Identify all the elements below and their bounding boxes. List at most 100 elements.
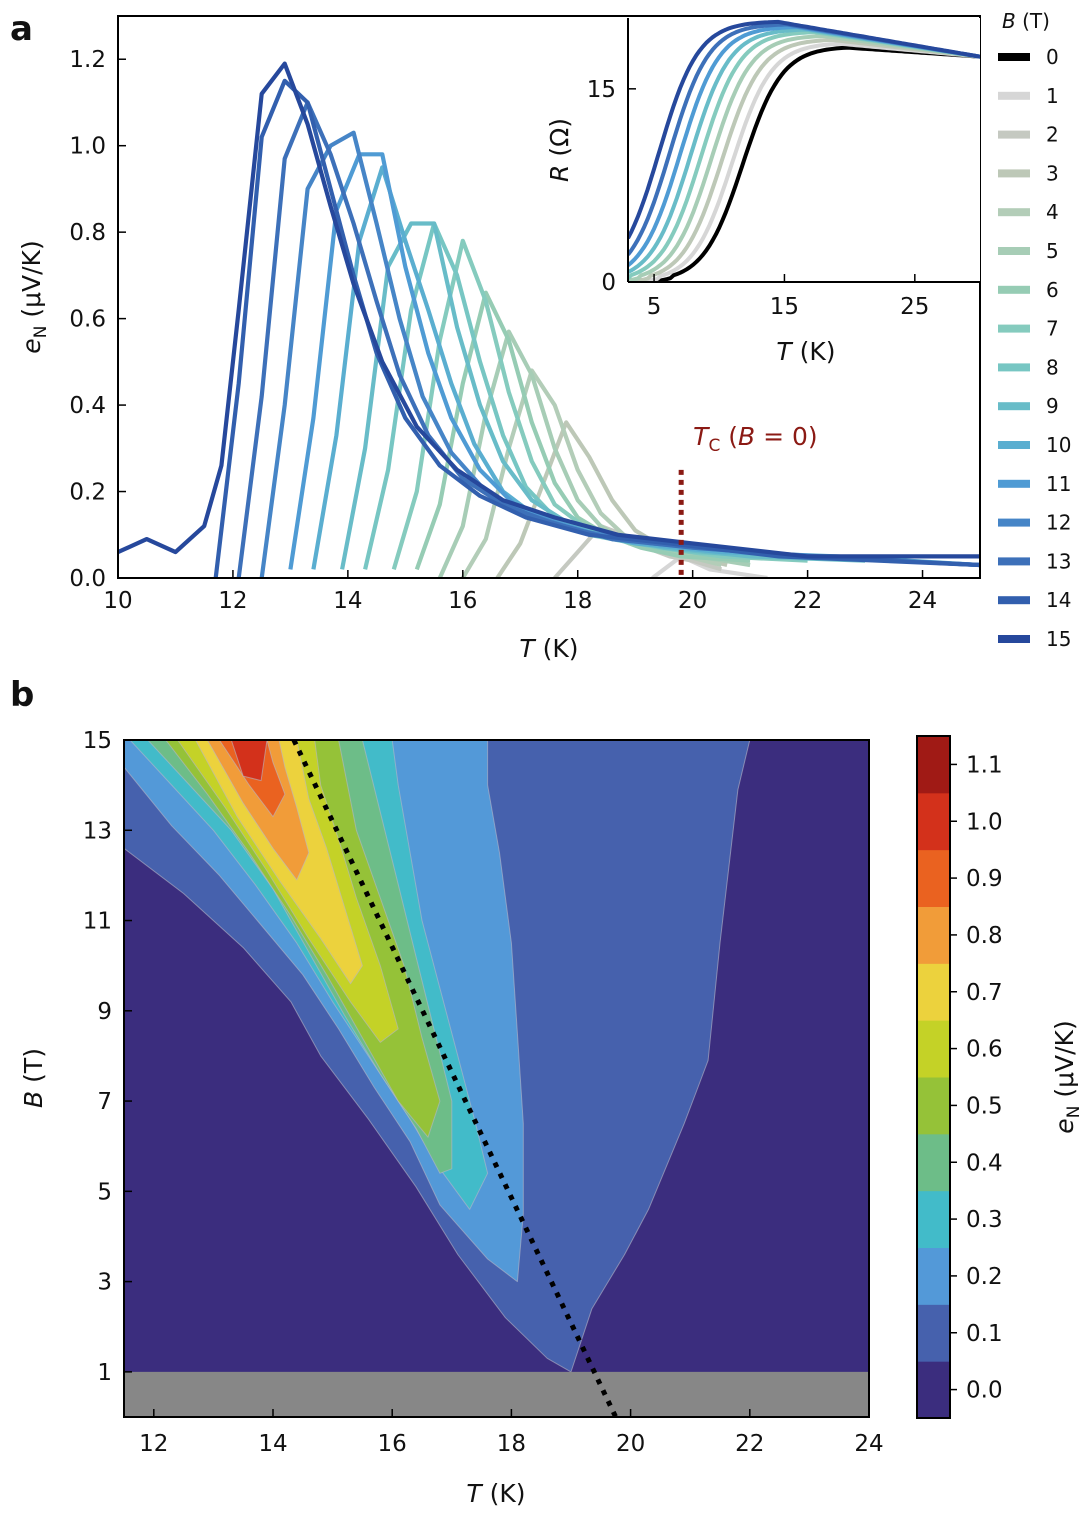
b-y-tick-label: 13 <box>83 818 112 844</box>
y-tick-label: 0.4 <box>69 393 106 419</box>
legend-label-B0: 0 <box>1046 45 1059 69</box>
contour-level-0.7 <box>195 740 363 985</box>
colorbar-swatch-0.6 <box>917 1020 950 1078</box>
contour-level-0.4 <box>147 740 453 1174</box>
legend-label-B6: 6 <box>1046 278 1059 302</box>
inset-curve-B15 <box>628 19 980 240</box>
legend-swatch-B11 <box>998 479 1030 488</box>
series-line-B14 <box>213 78 980 578</box>
b-x-tick-label: 20 <box>616 1431 645 1457</box>
contour-level-1.0 <box>230 740 268 782</box>
legend-label-B9: 9 <box>1046 394 1059 418</box>
panel-b-xlabel: T (K) <box>466 1479 525 1508</box>
b-x-tick-label: 14 <box>258 1431 287 1457</box>
colorbar-tick-label: 0.8 <box>966 923 1003 949</box>
x-tick-label: 14 <box>333 588 362 614</box>
colorbar-swatch-1.1 <box>917 736 950 794</box>
tc-annotation: TC (B = 0) <box>678 422 818 578</box>
colorbar-swatch-0.1 <box>917 1304 950 1362</box>
legend-label-B13: 13 <box>1046 549 1071 573</box>
legend-swatch-B8 <box>998 363 1030 372</box>
inset-xlabel: T (K) <box>776 337 835 366</box>
colorbar-swatch-0.7 <box>917 963 950 1021</box>
panel-a-axes: 10 12 14 16 18 20 22 24 0.0 0.2 0.4 0.6 0.8 1.0 1.2 <box>69 47 937 614</box>
panel-b-contours <box>124 740 869 1417</box>
b-y-tick-label: 3 <box>97 1270 112 1296</box>
b-x-tick-label: 18 <box>497 1431 526 1457</box>
y-tick-label: 0.2 <box>69 480 106 506</box>
panel-b-label: b <box>10 675 34 715</box>
colorbar-tick-label: 0.4 <box>966 1150 1003 1176</box>
y-tick-label: 0.8 <box>69 220 106 246</box>
colorbar-tick-label: 0.6 <box>966 1037 1003 1063</box>
legend-swatch-B7 <box>998 324 1030 333</box>
b-x-tick-label: 24 <box>854 1431 883 1457</box>
panel-b-frame <box>123 739 870 1418</box>
inset-y-tick-label: 0 <box>601 270 616 296</box>
legend-label-B15: 15 <box>1046 627 1071 651</box>
legend-swatch-B13 <box>998 557 1030 566</box>
panel-a-xlabel: T (K) <box>519 634 578 663</box>
colorbar-tick-label: 0.3 <box>966 1207 1003 1233</box>
legend-label-B2: 2 <box>1046 123 1059 147</box>
x-tick-label: 22 <box>793 588 822 614</box>
x-tick-label: 24 <box>908 588 937 614</box>
inset-x-tick-label: 25 <box>900 294 929 320</box>
b-y-tick-label: 9 <box>97 999 112 1025</box>
b-y-tick-label: 1 <box>97 1360 112 1386</box>
inset-axes: 5 15 25 0 15 <box>587 77 930 320</box>
legend-swatch-B4 <box>998 208 1030 217</box>
colorbar-swatch-0.2 <box>917 1247 950 1305</box>
legend-label-B8: 8 <box>1046 355 1059 379</box>
legend-swatch-B12 <box>998 518 1030 527</box>
colorbar-tick-label: 1.0 <box>966 809 1003 835</box>
x-tick-label: 12 <box>218 588 247 614</box>
inset-x-tick-label: 5 <box>647 294 662 320</box>
y-tick-label: 1.0 <box>69 134 106 160</box>
colorbar-swatch-0.9 <box>917 849 950 907</box>
colorbar-tick-label: 0.1 <box>966 1321 1003 1347</box>
legend-swatch-B2 <box>998 130 1030 139</box>
legend-label-B3: 3 <box>1046 161 1059 185</box>
legend-swatch-B1 <box>998 91 1030 100</box>
inset-ylabel: R (Ω) <box>545 118 574 182</box>
tc-label: TC (B = 0) <box>693 422 818 456</box>
legend-label-B10: 10 <box>1046 433 1071 457</box>
panel-a-plot: TC (B = 0) 10 12 14 16 18 20 22 24 0.0 0.2 0.4 0.6 0… <box>17 15 981 663</box>
legend-label-B7: 7 <box>1046 317 1059 341</box>
b-y-tick-label: 7 <box>97 1089 112 1115</box>
legend-label-B11: 11 <box>1046 472 1071 496</box>
legend-swatch-B0 <box>998 53 1030 61</box>
legend-label-B5: 5 <box>1046 239 1059 263</box>
colorbar-swatches <box>917 736 950 1419</box>
inset-y-tick-label: 15 <box>587 77 616 103</box>
legend-swatch-B10 <box>998 441 1030 449</box>
b-x-tick-label: 16 <box>378 1431 407 1457</box>
legend-label-B1: 1 <box>1046 84 1059 108</box>
legend-swatch-B14 <box>998 596 1030 605</box>
x-tick-label: 20 <box>678 588 707 614</box>
b-x-tick-label: 12 <box>139 1431 168 1457</box>
y-tick-label: 1.2 <box>69 47 106 73</box>
colorbar-tick-label: 0.9 <box>966 866 1003 892</box>
legend-label-B14: 14 <box>1046 588 1071 612</box>
panel-a-label: a <box>10 9 33 49</box>
tc-dotted-line <box>291 740 618 1417</box>
colorbar-swatch-0.0 <box>917 1361 950 1419</box>
colorbar-frame <box>916 735 951 1419</box>
colorbar-ticks: 0.0 0.1 0.2 0.3 0.4 0.5 0.6 0.7 0.8 0.9 1.0 1.1 <box>950 752 1003 1404</box>
legend-swatch-B6 <box>998 285 1030 294</box>
y-tick-label: 0.0 <box>69 566 106 592</box>
b-x-tick-label: 22 <box>735 1431 764 1457</box>
x-tick-label: 10 <box>103 588 132 614</box>
colorbar-swatch-1.0 <box>917 792 950 851</box>
legend-swatch-B5 <box>998 247 1030 255</box>
colorbar-tick-label: 0.0 <box>966 1378 1003 1404</box>
contour-level-0.2 <box>124 740 524 1283</box>
colorbar-swatch-0.4 <box>917 1133 950 1192</box>
colorbar-swatch-0.5 <box>917 1077 950 1135</box>
